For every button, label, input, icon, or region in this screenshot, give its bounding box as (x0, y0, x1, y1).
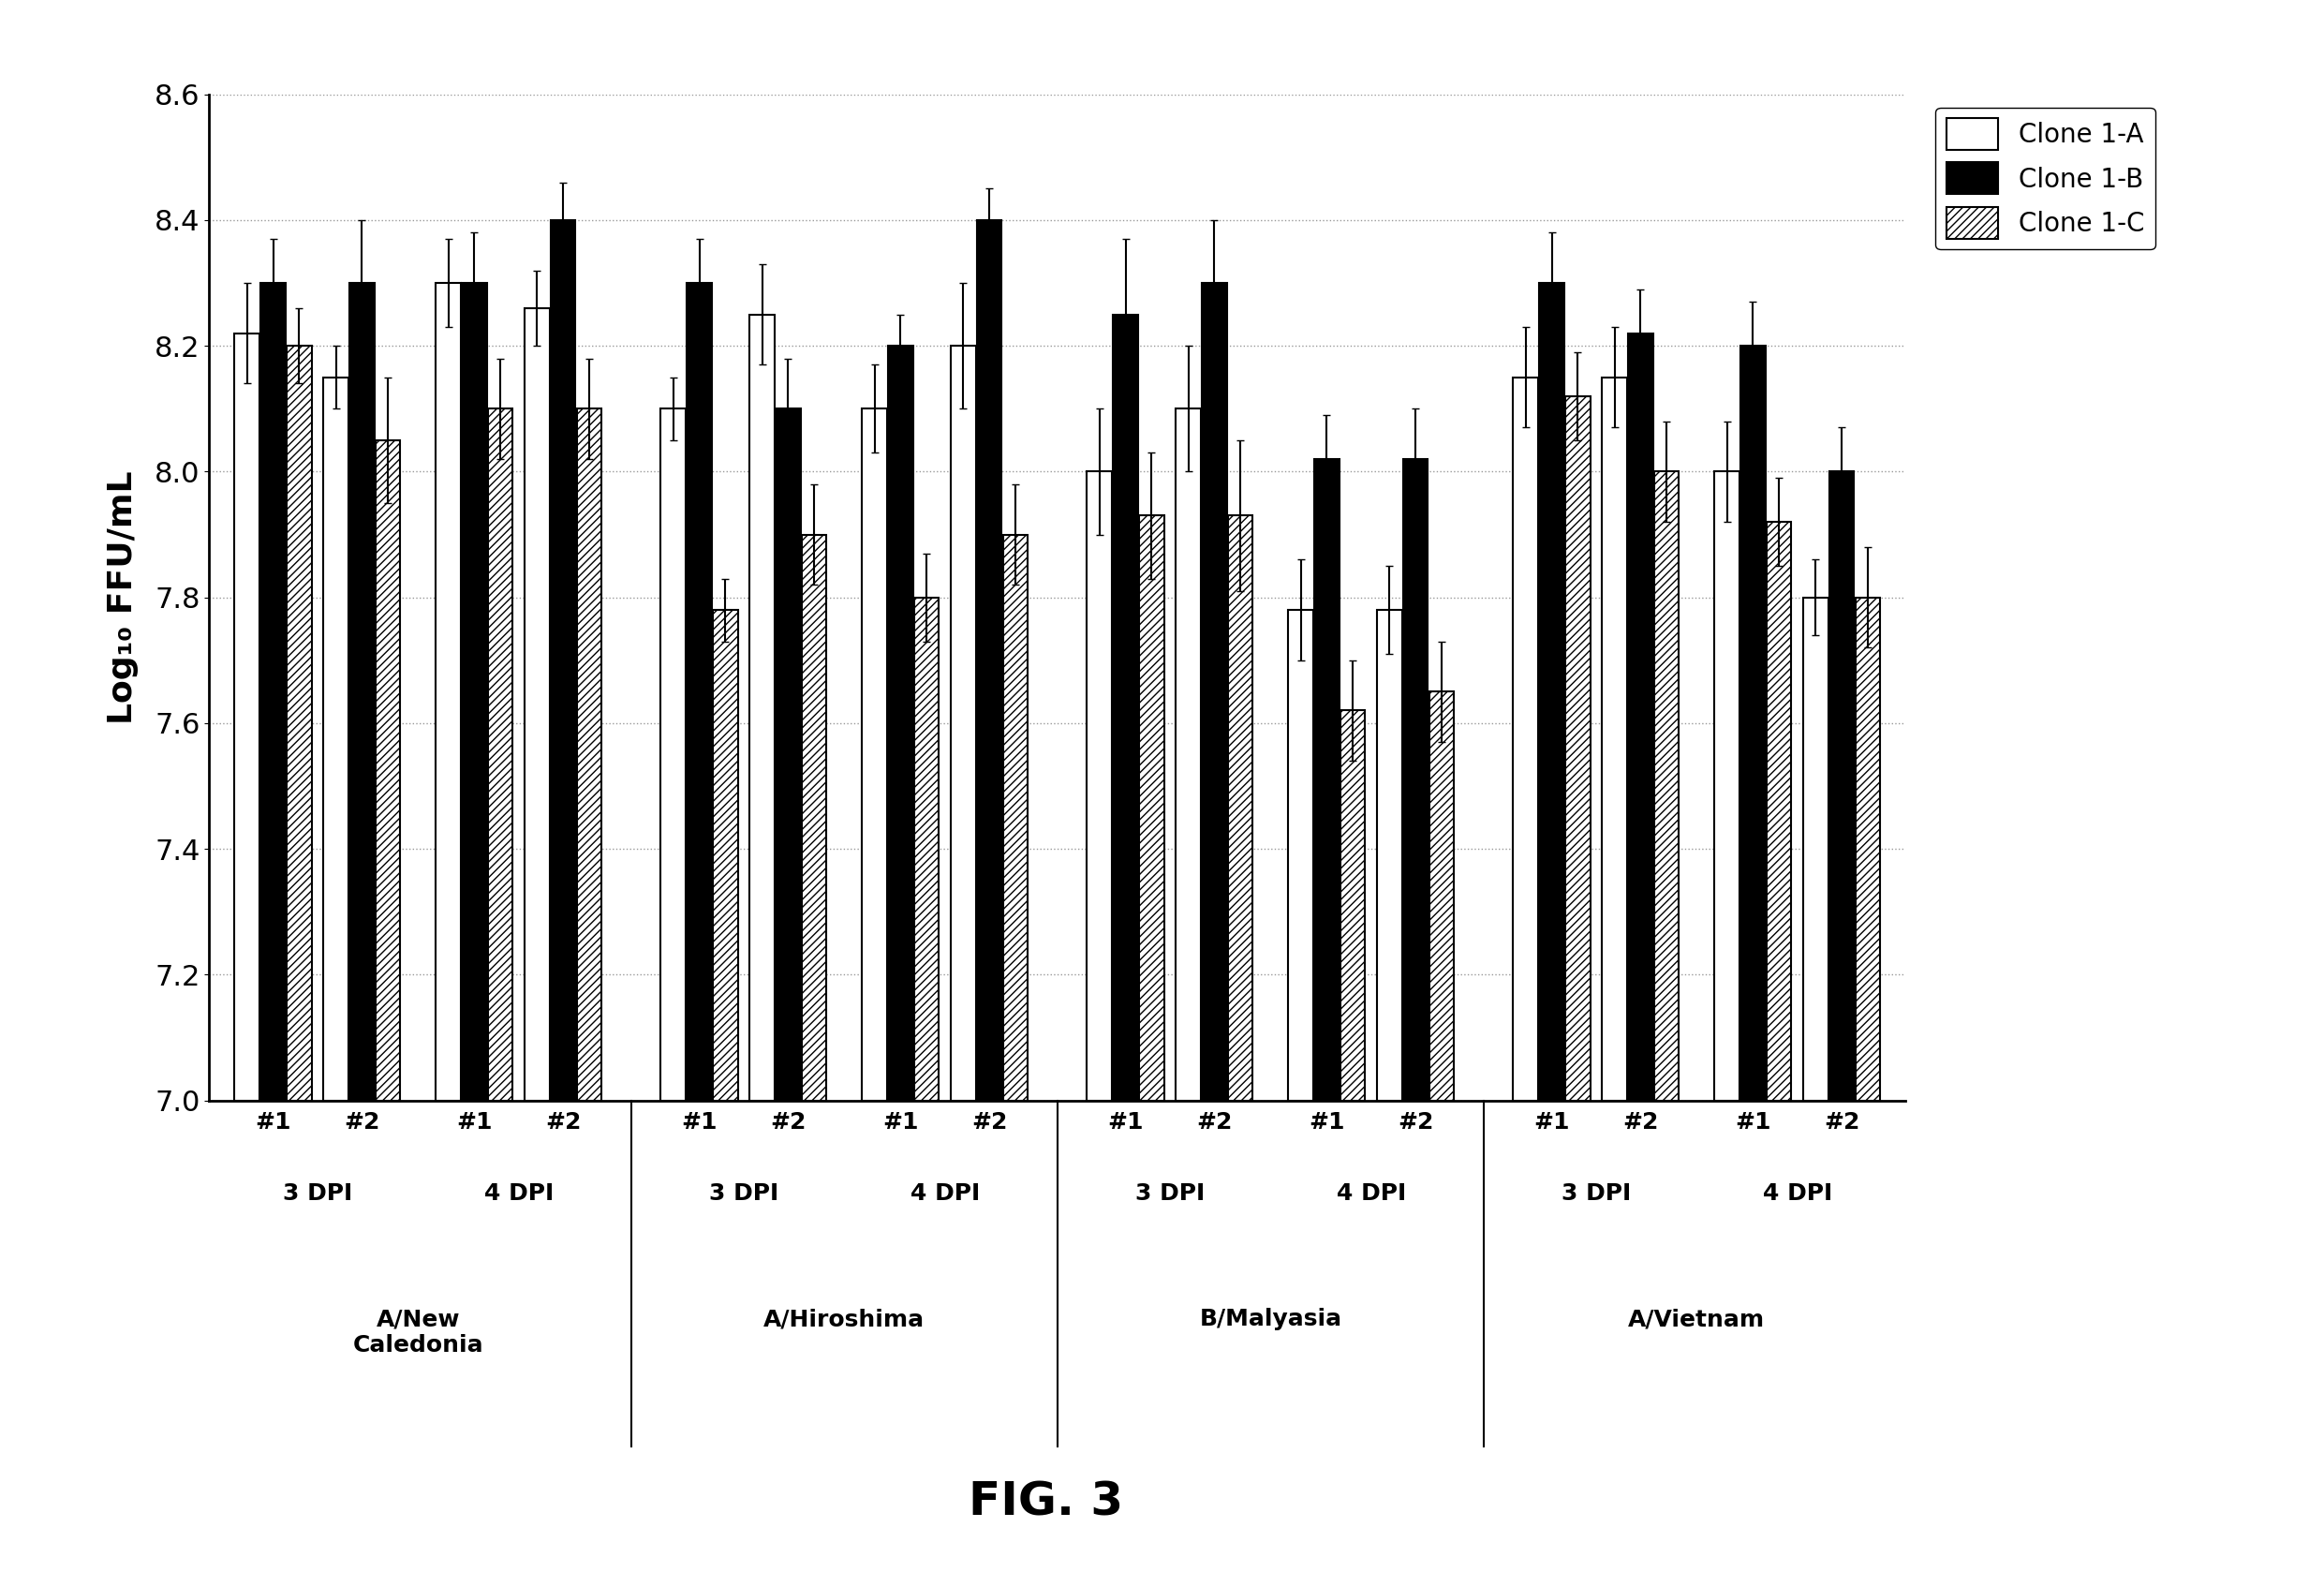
Bar (1655, 472, 1678, 1100)
Y-axis label: Log₁₀ FFU/mL: Log₁₀ FFU/mL (107, 470, 139, 725)
Bar (1227, 516, 1253, 1100)
Text: 4 DPI: 4 DPI (483, 1182, 553, 1204)
Bar (713, 610, 737, 1100)
Text: A/New
Caledonia: A/New Caledonia (353, 1308, 483, 1357)
Bar (1766, 522, 1792, 1100)
Bar (1566, 396, 1590, 1100)
Bar (1341, 711, 1364, 1100)
Bar (1538, 283, 1564, 1100)
Text: 3 DPI: 3 DPI (1562, 1182, 1631, 1204)
Bar (1202, 283, 1227, 1100)
Bar (349, 283, 374, 1100)
Bar (437, 283, 460, 1100)
Text: A/Hiroshima: A/Hiroshima (765, 1308, 925, 1330)
Bar (235, 333, 260, 1100)
Bar (951, 346, 976, 1100)
Bar (1004, 534, 1027, 1100)
Bar (1088, 472, 1111, 1100)
Bar (660, 409, 686, 1100)
Text: 4 DPI: 4 DPI (911, 1182, 981, 1204)
Bar (1803, 597, 1829, 1100)
Bar (260, 283, 286, 1100)
Bar (1513, 377, 1538, 1100)
Bar (1715, 472, 1738, 1100)
Text: 3 DPI: 3 DPI (709, 1182, 779, 1204)
Bar (802, 534, 827, 1100)
Legend: Clone 1-A, Clone 1-B, Clone 1-C: Clone 1-A, Clone 1-B, Clone 1-C (1936, 107, 2154, 250)
Bar (525, 308, 548, 1100)
Bar (1404, 459, 1427, 1100)
Bar (1113, 314, 1139, 1100)
Bar (462, 283, 486, 1100)
Bar (1829, 472, 1855, 1100)
Bar (576, 409, 602, 1100)
Bar (1176, 409, 1202, 1100)
Text: 4 DPI: 4 DPI (1336, 1182, 1406, 1204)
Text: 3 DPI: 3 DPI (1134, 1182, 1204, 1204)
Bar (688, 283, 711, 1100)
Text: 3 DPI: 3 DPI (284, 1182, 353, 1204)
Bar (1287, 610, 1313, 1100)
Bar (1429, 692, 1455, 1100)
Bar (286, 346, 311, 1100)
Text: B/Malyasia: B/Malyasia (1199, 1308, 1341, 1330)
Bar (1741, 346, 1766, 1100)
Bar (751, 314, 774, 1100)
Bar (551, 220, 576, 1100)
Bar (1629, 333, 1652, 1100)
Bar (1601, 377, 1627, 1100)
Bar (376, 440, 400, 1100)
Text: 4 DPI: 4 DPI (1762, 1182, 1831, 1204)
Bar (1139, 516, 1164, 1100)
Text: A/Vietnam: A/Vietnam (1629, 1308, 1766, 1330)
Text: FIG. 3: FIG. 3 (969, 1479, 1122, 1525)
Bar (776, 409, 799, 1100)
Bar (1855, 597, 1880, 1100)
Bar (323, 377, 349, 1100)
Bar (862, 409, 888, 1100)
Bar (888, 346, 913, 1100)
Bar (1378, 610, 1401, 1100)
Bar (976, 220, 1002, 1100)
Bar (1315, 459, 1339, 1100)
Bar (488, 409, 514, 1100)
Bar (913, 597, 939, 1100)
